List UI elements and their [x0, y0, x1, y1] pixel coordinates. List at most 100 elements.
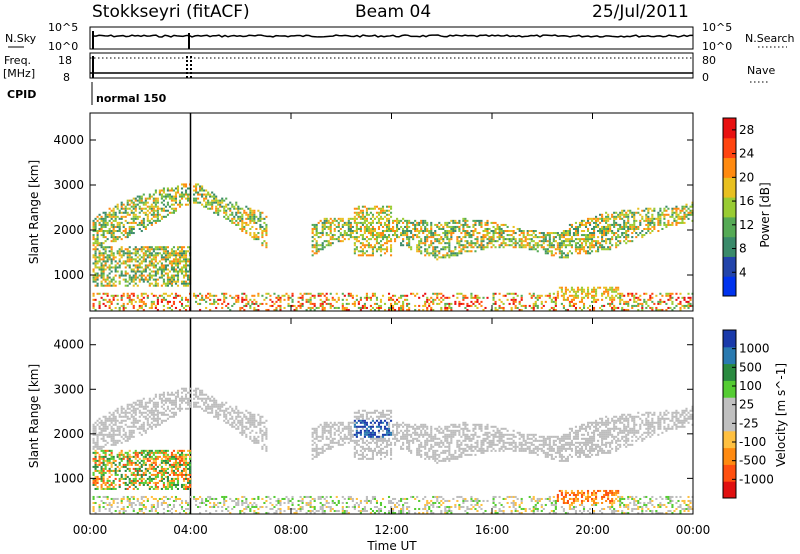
power-cell	[486, 246, 489, 249]
power-cell	[128, 232, 131, 235]
velocity-cell	[156, 455, 159, 458]
power-cell	[92, 302, 95, 305]
velocity-cell	[136, 467, 139, 470]
power-cell	[122, 304, 125, 307]
velocity-cell	[108, 415, 111, 418]
power-cell	[564, 246, 567, 249]
power-cell	[590, 244, 594, 247]
power-cell	[590, 236, 594, 239]
power-cell	[217, 211, 220, 214]
velocity-cell	[144, 467, 147, 470]
power-cell	[180, 197, 184, 200]
power-colorbar-tick-label: 12	[739, 218, 754, 232]
power-cell	[102, 276, 105, 279]
power-cell	[140, 219, 143, 222]
power-cell	[152, 270, 155, 273]
power-cell	[562, 298, 565, 301]
power-cell	[468, 236, 471, 239]
power-cell	[162, 298, 165, 301]
velocity-cell	[112, 497, 115, 500]
power-cell	[327, 298, 330, 301]
velocity-cell	[172, 473, 176, 476]
power-cell	[353, 215, 356, 218]
power-cell	[118, 250, 121, 253]
power-cell	[440, 248, 443, 251]
power-cell	[158, 207, 161, 210]
power-cell	[178, 268, 182, 271]
power-cell	[126, 256, 129, 259]
power-cell	[558, 236, 561, 239]
power-cell	[522, 234, 525, 237]
power-cell	[593, 296, 596, 299]
power-cell	[184, 260, 188, 263]
power-cell	[154, 284, 157, 287]
power-cell	[158, 219, 161, 222]
power-cell	[100, 284, 103, 287]
power-cell	[94, 225, 97, 228]
power-cell	[186, 282, 190, 285]
power-cell	[373, 238, 377, 241]
power-cell	[92, 306, 95, 309]
velocity-cell	[156, 409, 159, 412]
velocity-cell	[150, 417, 153, 420]
power-cell	[317, 221, 320, 224]
power-cell	[132, 248, 135, 251]
power-cell	[536, 244, 539, 247]
power-cell	[168, 280, 171, 283]
power-cell	[108, 219, 111, 222]
velocity-cell	[166, 485, 169, 488]
power-cell	[607, 294, 610, 297]
power-cell	[603, 217, 606, 220]
power-cell	[593, 236, 596, 239]
power-cell	[182, 274, 186, 277]
power-cell	[450, 219, 453, 222]
power-cell	[251, 302, 254, 305]
power-cell	[263, 227, 266, 230]
power-cell	[162, 258, 165, 261]
power-cell	[164, 209, 167, 212]
velocity-cell	[120, 501, 123, 504]
power-cell	[104, 260, 107, 263]
power-cell	[178, 199, 182, 202]
power-cell	[182, 276, 186, 279]
power-cell	[685, 203, 688, 206]
power-cell	[526, 242, 529, 245]
velocity-cell	[110, 437, 113, 440]
velocity-cell	[98, 457, 101, 460]
velocity-cell	[150, 451, 153, 454]
power-cell	[154, 264, 157, 267]
power-cell	[104, 219, 107, 222]
power-cell	[355, 232, 358, 235]
power-cell	[645, 213, 648, 216]
power-cell	[396, 227, 399, 230]
power-cell	[671, 221, 674, 224]
power-cell	[444, 246, 447, 249]
power-cell	[126, 252, 129, 255]
power-cell	[249, 232, 252, 235]
power-cell	[385, 240, 389, 243]
velocity-cell	[114, 429, 117, 432]
power-cell	[331, 219, 334, 222]
velocity-cell	[128, 429, 131, 432]
velocity-cell	[164, 485, 167, 488]
power-cell	[482, 308, 485, 311]
velocity-cell	[112, 415, 115, 418]
power-cell	[460, 302, 463, 305]
velocity-cell	[134, 421, 137, 424]
velocity-cell	[126, 405, 129, 408]
power-cell	[538, 240, 541, 243]
power-cell	[446, 302, 449, 305]
power-cell	[166, 201, 169, 204]
velocity-cell	[114, 417, 117, 420]
power-cell	[329, 232, 332, 235]
power-cell	[689, 213, 692, 216]
power-cell	[492, 230, 495, 233]
power-cell	[241, 219, 244, 222]
power-cell	[100, 225, 103, 228]
power-cell	[142, 308, 145, 311]
velocity-cell	[166, 461, 169, 464]
power-cell	[560, 254, 563, 257]
velocity-cell	[94, 475, 97, 478]
power-cell	[94, 223, 97, 226]
velocity-cell	[96, 447, 99, 450]
